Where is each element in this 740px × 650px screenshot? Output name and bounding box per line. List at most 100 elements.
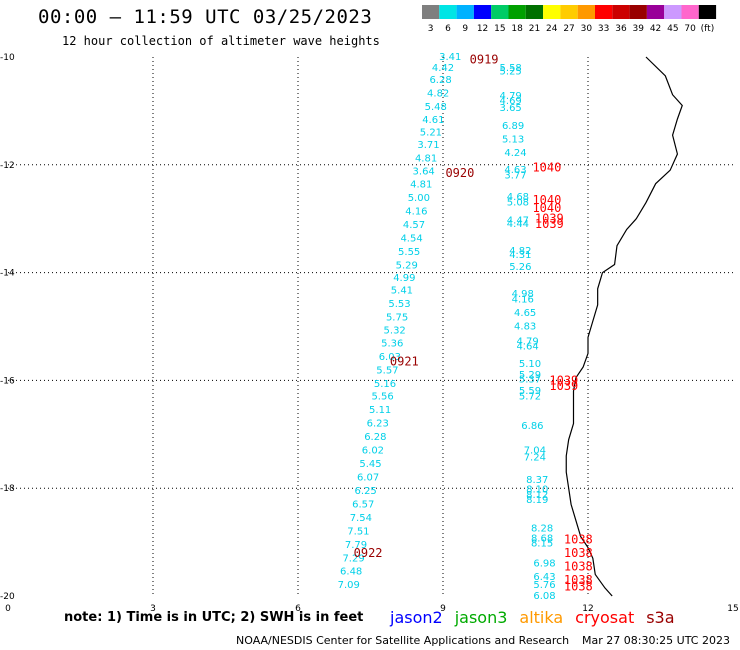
colorbar-label: 3 bbox=[428, 24, 434, 34]
wave-height-label: 6.02 bbox=[362, 445, 384, 456]
wave-height-label: 4.44 bbox=[507, 219, 529, 230]
x-tick-label: 3 bbox=[150, 604, 156, 614]
wave-height-label: 4.82 bbox=[509, 246, 531, 257]
colorbar-swatch bbox=[422, 5, 440, 19]
wave-height-label: 4.82 bbox=[427, 89, 449, 100]
y-tick-label: -14 bbox=[0, 269, 15, 279]
legend-s3a: s3a bbox=[646, 608, 675, 627]
wave-height-label: 6.98 bbox=[533, 559, 555, 570]
wave-height-label: 4.24 bbox=[504, 148, 526, 159]
wave-height-label: 4.81 bbox=[410, 180, 432, 191]
wave-height-label: 5.00 bbox=[408, 193, 430, 204]
legend-altika: altika bbox=[519, 608, 564, 627]
wave-height-label: 6.25 bbox=[355, 486, 377, 497]
wave-height-label: 3.65 bbox=[500, 103, 522, 114]
colorbar-swatch bbox=[508, 5, 526, 19]
wave-height-label: 6.07 bbox=[357, 472, 379, 483]
wave-height-label: 4.42 bbox=[432, 63, 454, 74]
wave-height-label: 8.12 bbox=[526, 490, 548, 501]
wave-height-label: 5.36 bbox=[381, 339, 403, 350]
wave-height-label: 4.79 bbox=[516, 337, 538, 348]
x-tick-label: 6 bbox=[295, 604, 301, 614]
wave-height-label: 5.45 bbox=[359, 459, 381, 470]
colorbar-swatch bbox=[439, 5, 457, 19]
credit-text: NOAA/NESDIS Center for Satellite Applica… bbox=[236, 634, 570, 647]
wave-height-label: 4.31 bbox=[509, 250, 531, 261]
wave-height-label: 3.64 bbox=[413, 166, 435, 177]
wave-height-label: 4.61 bbox=[422, 115, 444, 126]
colorbar-label: 45 bbox=[667, 24, 678, 34]
y-tick-label: -16 bbox=[0, 376, 15, 386]
wave-height-label: 6.86 bbox=[521, 421, 543, 432]
wave-height-label: 6.28 bbox=[429, 75, 451, 86]
note-text: note: 1) Time is in UTC; 2) SWH is in fe… bbox=[64, 610, 364, 625]
wave-height-label: 4.47 bbox=[507, 215, 529, 226]
wave-height-label: 3.77 bbox=[504, 171, 526, 182]
wave-height-label: 7.54 bbox=[350, 513, 372, 524]
colorbar-label: 42 bbox=[650, 24, 661, 34]
wave-height-label: 8.28 bbox=[531, 524, 553, 535]
pass-time-label: 0922 bbox=[354, 546, 383, 560]
wave-height-label: 4.63 bbox=[504, 165, 526, 176]
wave-height-label: 6.28 bbox=[364, 432, 386, 443]
wave-height-label: 5.21 bbox=[420, 127, 442, 138]
colorbar-label: 15 bbox=[494, 24, 505, 34]
colorbar-swatch bbox=[525, 5, 544, 19]
wave-height-label: 4.65 bbox=[514, 308, 536, 319]
wave-height-label: 5.37 bbox=[519, 374, 541, 385]
wave-height-label: 5.72 bbox=[519, 392, 541, 403]
pass-time-label: 1039 bbox=[549, 379, 578, 393]
y-tick-label: -10 bbox=[0, 53, 15, 63]
colorbar-swatch bbox=[681, 5, 699, 19]
wave-height-label: 5.13 bbox=[502, 134, 524, 145]
chart-subtitle: 12 hour collection of altimeter wave hei… bbox=[62, 34, 380, 48]
chart-title: 00:00 – 11:59 UTC 03/25/2023 bbox=[38, 6, 373, 28]
colorbar-swatch bbox=[664, 5, 682, 19]
wave-height-label: 4.54 bbox=[400, 234, 422, 245]
colorbar-swatch bbox=[646, 5, 665, 19]
y-tick-label: -20 bbox=[0, 592, 15, 602]
colorbar-label: 36 bbox=[615, 24, 627, 34]
wave-height-label: 5.56 bbox=[371, 392, 393, 403]
wave-height-label: 4.83 bbox=[514, 322, 536, 333]
colorbar-swatch bbox=[473, 5, 492, 19]
wave-height-label: 5.41 bbox=[391, 285, 413, 296]
pass-time-label: 1038 bbox=[564, 532, 593, 546]
pass-time-label: 1039 bbox=[535, 217, 564, 231]
wave-height-label: 7.04 bbox=[524, 445, 546, 456]
wave-height-label: 5.57 bbox=[376, 366, 398, 377]
pass-time-label: 0921 bbox=[390, 355, 419, 369]
colorbar-swatch bbox=[577, 5, 595, 19]
legend-jason3: jason3 bbox=[454, 608, 508, 627]
colorbar: 3 6 9 12 15 18 21 24 27 30 33 36 39 42 45 70 (ft) bbox=[422, 5, 717, 34]
pass-time-label: 1038 bbox=[564, 546, 593, 560]
wave-height-label: 7.09 bbox=[338, 580, 360, 591]
wave-height-label: 6.43 bbox=[533, 572, 555, 583]
wave-height-label: 4.98 bbox=[512, 289, 534, 300]
wave-height-label: 5.11 bbox=[369, 405, 391, 416]
pass-time-label: 1038 bbox=[564, 573, 593, 587]
pass-time-label: 1038 bbox=[564, 579, 593, 593]
wave-height-label: 5.76 bbox=[533, 580, 555, 591]
pass-time-label: 1040 bbox=[532, 201, 561, 215]
y-tick-label: -12 bbox=[0, 161, 15, 171]
wave-height-label: 8.19 bbox=[526, 495, 548, 506]
pass-time-label: 1038 bbox=[564, 559, 593, 573]
colorbar-swatch bbox=[456, 5, 474, 19]
colorbar-label: 27 bbox=[563, 24, 574, 34]
pass-time-label: 1040 bbox=[532, 160, 561, 174]
colorbar-swatch bbox=[560, 5, 578, 19]
wave-height-label: 3.41 bbox=[439, 52, 461, 63]
wave-height-label: 8.10 bbox=[526, 484, 548, 495]
colorbar-swatch bbox=[491, 5, 509, 19]
colorbar-label: 24 bbox=[546, 24, 558, 34]
wave-height-label: 7.24 bbox=[524, 452, 546, 463]
wave-height-label: 5.58 bbox=[500, 63, 522, 74]
pass-time-label: 1040 bbox=[532, 193, 561, 207]
colorbar-swatch bbox=[612, 5, 630, 19]
colorbar-label: 21 bbox=[529, 24, 540, 34]
wave-height-label: 5.75 bbox=[386, 312, 408, 323]
colorbar-unit: (ft) bbox=[701, 24, 715, 34]
wave-height-label: 6.23 bbox=[367, 419, 389, 430]
wave-height-label: 5.08 bbox=[507, 198, 529, 209]
